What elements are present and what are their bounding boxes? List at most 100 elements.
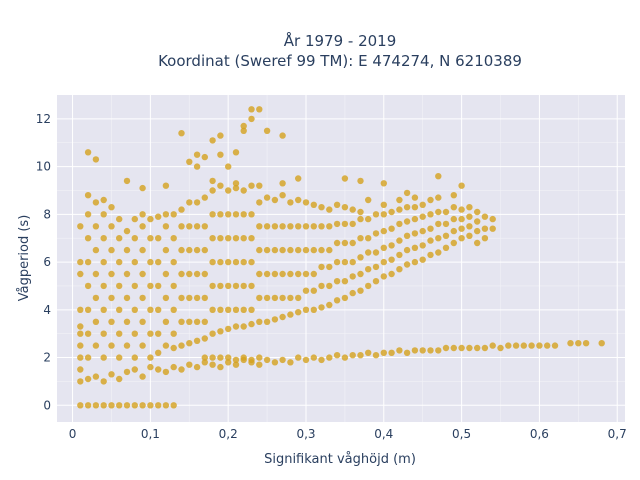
data-point (155, 366, 162, 373)
data-point (201, 359, 208, 366)
data-point (442, 232, 450, 239)
data-point (155, 349, 162, 356)
data-point (240, 282, 247, 290)
data-point (92, 402, 100, 409)
data-point (357, 254, 364, 261)
data-point (77, 223, 84, 230)
data-point (217, 132, 224, 139)
data-point (193, 223, 201, 230)
data-point (84, 354, 92, 361)
data-point (248, 356, 255, 364)
data-point (162, 294, 170, 302)
y-axis-title: Vågperiod (s) (17, 215, 32, 302)
data-point (295, 270, 302, 278)
data-point (193, 337, 201, 344)
data-point (419, 227, 426, 235)
data-point (295, 246, 302, 254)
data-point (131, 258, 138, 266)
data-point (427, 196, 434, 204)
data-point (147, 402, 154, 409)
data-point (263, 223, 271, 230)
x-tick-label: 0,7 (608, 427, 627, 441)
data-point (279, 270, 286, 278)
data-point (139, 223, 146, 230)
data-point (139, 270, 146, 278)
data-point (162, 318, 170, 325)
data-point (139, 294, 146, 302)
data-point (442, 244, 450, 251)
data-point (84, 375, 92, 383)
data-point (302, 356, 310, 364)
data-point (341, 204, 349, 211)
data-point (263, 318, 271, 325)
data-point (193, 151, 201, 158)
data-point (326, 354, 333, 361)
data-point (458, 206, 465, 213)
data-point (248, 235, 255, 242)
data-point (302, 306, 310, 313)
data-point (240, 127, 247, 134)
data-point (147, 282, 154, 290)
data-point (162, 211, 170, 218)
data-point (520, 342, 527, 349)
data-point (248, 106, 255, 113)
data-point (131, 402, 138, 409)
data-point (147, 354, 154, 361)
data-point (544, 342, 551, 349)
data-point (108, 294, 115, 302)
data-point (186, 199, 193, 206)
data-point (139, 318, 146, 325)
y-tick-label: 2 (43, 351, 51, 365)
data-point (349, 258, 356, 266)
data-point (388, 256, 395, 263)
data-point (108, 270, 115, 278)
data-point (326, 206, 333, 213)
x-tick-label: 0,1 (141, 427, 160, 441)
data-point (419, 347, 426, 354)
data-point (271, 316, 279, 323)
data-point (505, 342, 512, 349)
data-point (458, 344, 465, 352)
data-point (341, 239, 349, 247)
data-point (380, 227, 387, 235)
data-point (232, 306, 240, 313)
data-point (388, 225, 395, 232)
data-point (295, 196, 302, 204)
data-point (279, 313, 286, 321)
data-point (84, 402, 92, 409)
data-point (598, 340, 605, 347)
data-point (287, 199, 294, 206)
data-point (123, 227, 131, 235)
data-point (489, 225, 496, 232)
data-point (84, 306, 92, 313)
data-point (396, 220, 403, 228)
data-point (201, 153, 208, 161)
data-point (403, 349, 411, 356)
data-point (271, 246, 279, 254)
data-point (116, 354, 123, 361)
data-point (217, 258, 224, 266)
x-tick-label: 0,5 (452, 427, 471, 441)
data-point (349, 352, 356, 359)
data-point (271, 294, 279, 302)
data-point (217, 211, 224, 218)
data-point (481, 213, 489, 220)
data-point (458, 182, 465, 189)
data-point (178, 318, 185, 325)
data-point (123, 342, 131, 349)
data-point (193, 246, 201, 254)
data-point (248, 115, 255, 123)
data-point (427, 225, 434, 232)
data-point (186, 318, 193, 325)
data-point (458, 225, 465, 232)
x-axis-title: Signifikant våghöjd (m) (264, 452, 416, 467)
data-point (302, 287, 310, 294)
data-point (287, 246, 294, 254)
data-point (178, 342, 185, 349)
data-point (279, 294, 286, 302)
data-point (201, 354, 208, 361)
data-point (279, 192, 286, 199)
data-point (248, 211, 255, 218)
data-point (435, 235, 442, 242)
